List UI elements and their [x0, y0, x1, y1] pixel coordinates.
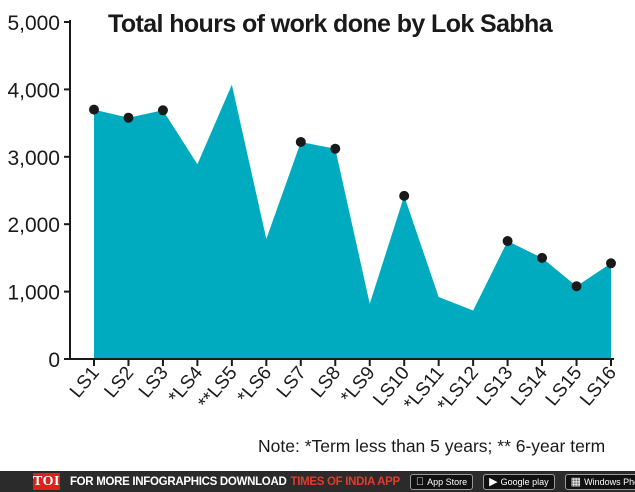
data-point-marker [89, 104, 99, 115]
data-point-marker [537, 252, 548, 263]
x-tick-label: LS14 [507, 362, 552, 410]
x-tick-label: *LS6 [234, 363, 277, 408]
area-layer [94, 84, 611, 359]
data-point-marker [502, 236, 513, 247]
play-icon: ▶ [480, 476, 497, 488]
app-store-button[interactable]:  App Store [409, 473, 474, 490]
chart-note: Note: *Term less than 5 years; ** 6-year… [258, 436, 606, 456]
data-point-marker [330, 143, 341, 154]
y-tick-label: 0 [48, 349, 60, 372]
x-tick-labels: LS1LS2LS3*LS4**LS5*LS6LS7LS8*LS9LS10*LS1… [66, 362, 621, 415]
marker-layer [89, 104, 616, 292]
windows-phone-label: Windows Phone [575, 476, 635, 487]
x-tick-label: **LS5 [194, 363, 241, 414]
data-point-marker [157, 105, 168, 116]
windows-icon: ▦ [562, 476, 581, 488]
promo-text: FOR MORE INFOGRAPHICS DOWNLOAD [69, 475, 287, 488]
y-tick-label: 3,000 [7, 147, 60, 170]
google-play-button[interactable]: ▶ Google play [480, 473, 555, 490]
data-point-marker [606, 258, 616, 269]
data-point-marker [399, 190, 410, 201]
data-point-marker [123, 112, 134, 123]
y-tick-label: 4,000 [7, 79, 60, 102]
x-tick-label: LS7 [273, 363, 311, 402]
toi-logo: TOI [33, 473, 60, 490]
y-axis: 0 1,000 2,000 3,000 4,000 5,000 [7, 12, 71, 372]
y-tick-label: 5,000 [7, 12, 60, 35]
windows-phone-button[interactable]: ▦ Windows Phone [562, 473, 635, 490]
x-tick-label: LS2 [100, 363, 138, 402]
x-axis [70, 358, 614, 366]
area-series [94, 84, 611, 359]
app-store-label: App Store [418, 476, 467, 487]
x-tick-label: LS13 [473, 363, 518, 410]
y-tick-label: 1,000 [7, 282, 60, 305]
x-tick-label: LS16 [576, 363, 621, 410]
y-tick-label: 2,000 [7, 214, 60, 237]
promo-app-name[interactable]: TIMES OF INDIA APP [290, 475, 400, 488]
area-chart: 0 1,000 2,000 3,000 4,000 5,000 LS1LS2LS3*LS4… [7, 12, 621, 416]
x-tick-label: LS15 [542, 363, 587, 410]
apple-icon:  [416, 476, 424, 488]
chart-title: Total hours of work done by Lok Sabha [108, 10, 553, 38]
x-tick-label: LS1 [66, 363, 104, 402]
data-point-marker [571, 281, 582, 292]
footer-banner: TOI FOR MORE INFOGRAPHICS DOWNLOAD TIMES… [0, 471, 635, 492]
data-point-marker [295, 136, 306, 147]
google-play-label: Google play [492, 476, 549, 487]
